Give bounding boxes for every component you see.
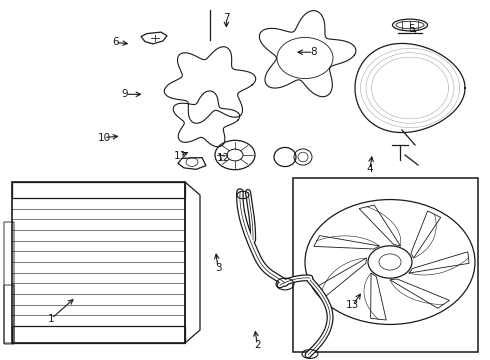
Text: 2: 2: [254, 340, 261, 350]
Text: 13: 13: [346, 300, 360, 310]
Text: 11: 11: [173, 150, 187, 161]
Text: 4: 4: [367, 164, 373, 174]
Text: 6: 6: [112, 37, 119, 48]
Text: 3: 3: [215, 263, 221, 273]
Text: 1: 1: [48, 314, 55, 324]
Text: 12: 12: [216, 153, 230, 163]
Text: 8: 8: [310, 47, 317, 57]
Text: 10: 10: [98, 132, 110, 143]
Text: 7: 7: [223, 13, 230, 23]
Text: 9: 9: [122, 89, 128, 99]
Text: 5: 5: [408, 24, 415, 34]
